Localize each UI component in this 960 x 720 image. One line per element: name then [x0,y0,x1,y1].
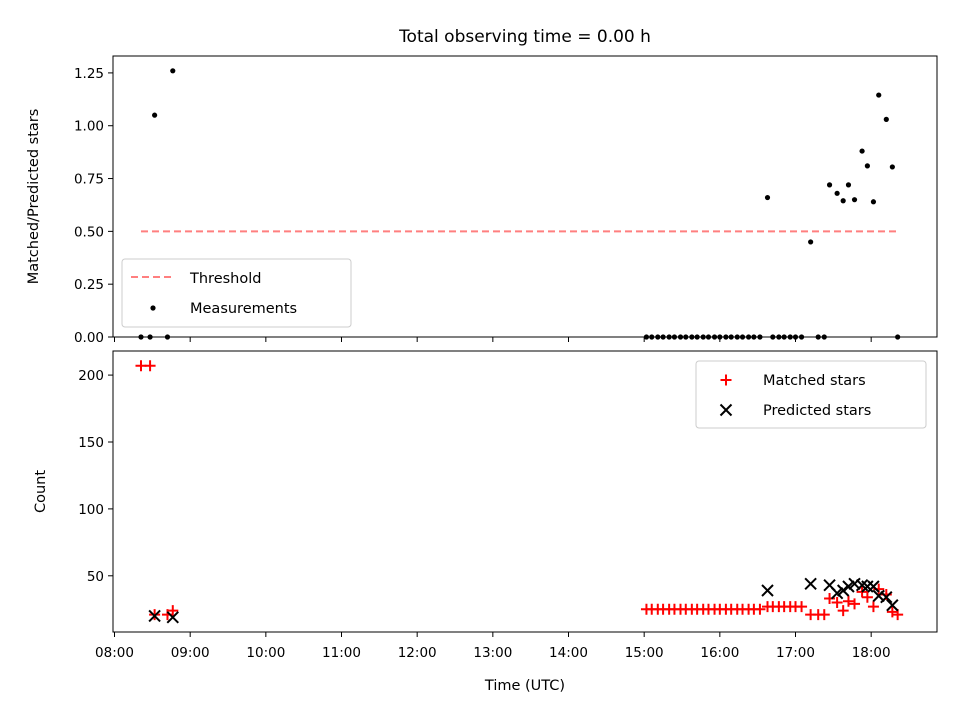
predicted-stars-point [867,580,880,593]
bottom-legend-box [695,360,927,429]
matched-stars-point [837,605,849,617]
measurement-point [808,239,814,245]
measurement-point [870,199,877,205]
predicted-stars-point [761,584,774,597]
matched-stars-point [796,601,808,613]
predicted-stars-point [166,611,179,624]
matched-stars-point [849,598,861,610]
matched-stars-point [167,605,179,617]
top-panel: 0.00 0.25 0.50 0.75 1.00 1.25 Matched/Predicte… [26,55,938,346]
top-legend: Threshold Measurements [121,258,352,328]
top-legend-box [121,258,352,328]
bottom-axes-frame [112,350,938,633]
bottom-x-tick-label: 16:00 [700,645,739,661]
matched-stars-point [824,593,836,605]
legend-predicted-swatch [719,403,733,417]
bottom-y-tick-label: 50 [87,569,104,585]
top-y-tick-label: 0.50 [74,224,104,240]
bottom-legend: Matched stars Predicted stars [695,360,927,429]
measurement-point [840,198,846,204]
measurement-point [152,112,158,118]
predicted-stars-point [148,609,161,623]
bottom-y-tick-label: 150 [78,435,104,451]
chart-title: Total observing time = 0.00 h [398,27,651,47]
legend-measurements-label: Measurements [190,301,297,317]
matched-stars-point [144,360,156,372]
bottom-y-axis-label: Count [33,470,49,513]
predicted-stars-point [886,599,899,612]
measurement-point [889,164,895,170]
bottom-x-tick-label: 09:00 [171,645,210,661]
bottom-x-tick-label: 10:00 [246,645,285,661]
bottom-y-tick-label: 200 [78,368,104,384]
bottom-x-tick-label: 12:00 [398,645,437,661]
bottom-x-tick-label: 14:00 [549,645,588,661]
bottom-x-tick-label: 18:00 [852,645,891,661]
matched-stars-point [831,597,843,609]
legend-threshold-label: Threshold [189,271,261,287]
top-y-tick-label: 1.25 [74,66,104,82]
measurement-point [845,182,852,188]
measurement-point [834,190,840,196]
matched-stars-point [754,603,766,615]
legend-matched-label: Matched stars [763,373,866,389]
x-axis-label: Time (UTC) [484,678,565,694]
measurement-point [864,163,870,169]
bottom-x-tick-label: 08:00 [95,645,134,661]
bottom-y-tick-label: 100 [78,502,104,518]
measurement-point [851,197,858,203]
matched-stars-point [867,601,879,613]
predicted-stars-point [880,591,893,604]
measurement-point [859,148,865,154]
top-y-tick-label: 0.25 [74,277,104,293]
measurement-point [764,194,771,201]
top-axes-frame [112,55,938,338]
bottom-x-tick-label: 15:00 [625,645,664,661]
measurement-point [170,68,176,74]
bottom-x-tick-label: 17:00 [776,645,815,661]
bottom-panel: 50 100 150 200 08:00 09:00 10:00 11:00 12:00 13:0… [33,350,938,694]
measurement-point [826,182,833,188]
measurement-point [876,92,882,98]
measurement-point [883,116,889,122]
bottom-plot-area [135,360,904,624]
top-y-axis-label: Matched/Predicted stars [26,109,42,285]
legend-matched-swatch [720,374,732,386]
legend-predicted-label: Predicted stars [763,403,871,419]
predicted-stars-point [804,577,817,591]
matched-stars-point [861,591,873,603]
matched-stars-point [818,609,830,621]
bottom-x-tick-label: 13:00 [473,645,512,661]
legend-measurements-swatch [150,305,156,311]
bottom-x-tick-label: 11:00 [322,645,361,661]
matched-stars-point [842,595,854,607]
top-y-tick-label: 0.00 [74,330,104,346]
top-y-tick-label: 0.75 [74,172,104,188]
top-y-tick-label: 1.00 [74,119,104,135]
